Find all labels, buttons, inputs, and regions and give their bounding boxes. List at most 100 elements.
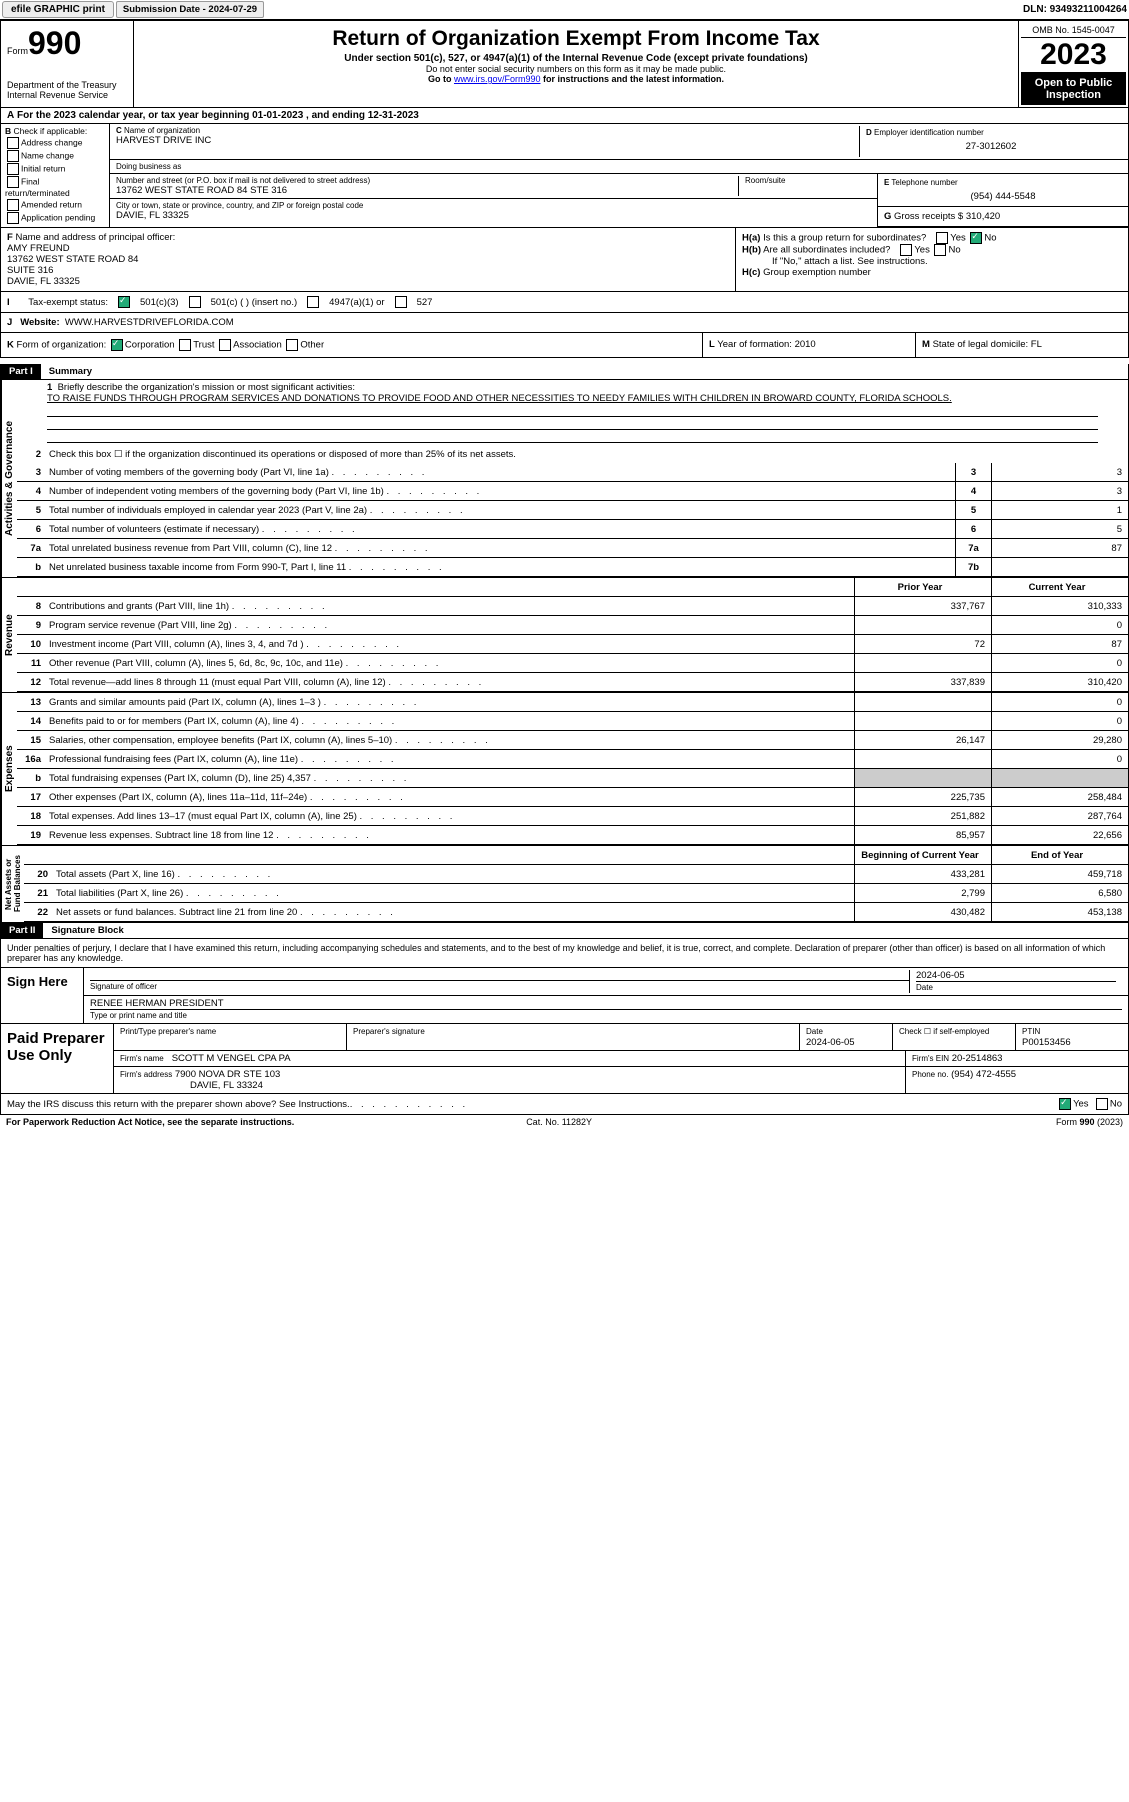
sig-date-label: Date (916, 983, 933, 992)
revenue-tab: Revenue (1, 578, 17, 692)
irs-link[interactable]: www.irs.gov/Form990 (454, 74, 541, 84)
part-i-header: Part I (1, 364, 41, 379)
state-domicile-label: State of legal domicile: (933, 339, 1029, 350)
discuss-no-checkbox[interactable] (1096, 1098, 1108, 1110)
group-return-label: Is this a group return for subordinates? (763, 233, 926, 244)
gross-receipts-value: 310,420 (966, 211, 1000, 222)
officer-name: AMY FREUND (7, 243, 70, 254)
hb-no-checkbox[interactable] (934, 244, 946, 256)
firm-addr-label: Firm's address (120, 1070, 172, 1079)
officer-addr2: SUITE 316 (7, 265, 53, 276)
org-name-label: Name of organization (124, 126, 200, 135)
corporation-label: Corporation (125, 340, 175, 351)
address-change-checkbox[interactable] (7, 137, 19, 149)
ha-no-checkbox[interactable] (970, 232, 982, 244)
tax-year: 2023 (1021, 38, 1126, 73)
application-pending-label: Application pending (21, 212, 95, 222)
open-public-badge: Open to Public Inspection (1021, 73, 1126, 105)
street-value: 13762 WEST STATE ROAD 84 STE 316 (116, 185, 738, 196)
mission-label: Briefly describe the organization's miss… (58, 382, 356, 393)
expenses-tab: Expenses (1, 693, 17, 845)
form-label: Form (7, 46, 28, 56)
firm-name-label: Firm's name (120, 1054, 164, 1063)
efile-print-button[interactable]: efile GRAPHIC print (2, 1, 114, 18)
officer-label: Name and address of principal officer: (15, 232, 175, 243)
501c3-checkbox[interactable] (118, 296, 130, 308)
other-checkbox[interactable] (286, 339, 298, 351)
firm-ein-value: 20-2514863 (952, 1053, 1003, 1064)
telephone-label: Telephone number (891, 178, 957, 187)
firm-city-value: DAVIE, FL 33324 (120, 1080, 263, 1091)
4947-label: 4947(a)(1) or (329, 297, 384, 308)
mission-blank-3 (47, 430, 1098, 443)
sign-here-label: Sign Here (1, 968, 84, 1023)
activities-governance-tab: Activities & Governance (1, 380, 17, 577)
501c-checkbox[interactable] (189, 296, 201, 308)
527-checkbox[interactable] (395, 296, 407, 308)
subordinates-label: Are all subordinates included? (763, 245, 890, 256)
ha-yes-checkbox[interactable] (936, 232, 948, 244)
city-label: City or town, state or province, country… (116, 201, 871, 210)
hb-yes-checkbox[interactable] (900, 244, 912, 256)
website-value: WWW.HARVESTDRIVEFLORIDA.COM (65, 317, 234, 328)
form-footer-label: Form (1056, 1117, 1080, 1127)
firm-addr-value: 7900 NOVA DR STE 103 (175, 1069, 280, 1080)
paid-preparer-label: Paid Preparer Use Only (1, 1024, 114, 1093)
section-a-taxyear: A For the 2023 calendar year, or tax yea… (0, 108, 1129, 124)
discuss-label: May the IRS discuss this return with the… (7, 1099, 350, 1110)
amended-return-checkbox[interactable] (7, 199, 19, 211)
association-checkbox[interactable] (219, 339, 231, 351)
officer-addr3: DAVIE, FL 33325 (7, 276, 80, 287)
sig-name-label: Type or print name and title (90, 1011, 187, 1020)
form-footer-num: 990 (1079, 1117, 1094, 1127)
prep-date-label: Date (806, 1027, 823, 1036)
officer-addr1: 13762 WEST STATE ROAD 84 (7, 254, 138, 265)
goto-suffix: for instructions and the latest informat… (541, 74, 725, 84)
submission-date: Submission Date - 2024-07-29 (116, 1, 264, 18)
header-title-block: Return of Organization Exempt From Incom… (134, 21, 1018, 107)
form-footer-year: (2023) (1094, 1117, 1123, 1127)
mission-blank-1 (47, 404, 1098, 417)
line2-text: Check this box ☐ if the organization dis… (45, 448, 1128, 461)
name-change-checkbox[interactable] (7, 150, 19, 162)
prep-date-value: 2024-06-05 (806, 1037, 855, 1048)
address-change-label: Address change (21, 137, 82, 147)
omb-number: OMB No. 1545-0047 (1021, 23, 1126, 38)
trust-checkbox[interactable] (179, 339, 191, 351)
part-ii-title: Signature Block (43, 923, 131, 938)
other-label: Other (300, 340, 324, 351)
header-right-box: OMB No. 1545-0047 2023 Open to Public In… (1018, 21, 1128, 107)
end-year-header: End of Year (991, 846, 1128, 864)
prior-year-header: Prior Year (854, 578, 991, 596)
name-change-label: Name change (21, 150, 74, 160)
initial-return-checkbox[interactable] (7, 163, 19, 175)
firm-name-value: SCOTT M VENGEL CPA PA (172, 1053, 291, 1064)
501c3-label: 501(c)(3) (140, 297, 179, 308)
self-employed-label: Check ☐ if self-employed (899, 1027, 989, 1036)
corporation-checkbox[interactable] (111, 339, 123, 351)
form-subtitle: Under section 501(c), 527, or 4947(a)(1)… (138, 53, 1014, 64)
ptin-value: P00153456 (1022, 1037, 1071, 1048)
form-number: 990 (28, 25, 81, 61)
4947-checkbox[interactable] (307, 296, 319, 308)
website-label: Website: (20, 317, 59, 328)
prep-sig-label: Preparer's signature (353, 1027, 425, 1036)
discuss-dots: . . . . . . . . . . . (350, 1099, 468, 1110)
part-i-title: Summary (41, 364, 100, 379)
city-value: DAVIE, FL 33325 (116, 210, 871, 221)
initial-return-label: Initial return (21, 163, 65, 173)
ein-value: 27-3012602 (866, 137, 1116, 152)
mission-blank-2 (47, 417, 1098, 430)
room-label: Room/suite (745, 176, 865, 185)
current-year-header: Current Year (991, 578, 1128, 596)
sig-date-value: 2024-06-05 (916, 970, 965, 981)
final-return-checkbox[interactable] (7, 176, 19, 188)
pra-notice: For Paperwork Reduction Act Notice, see … (6, 1117, 294, 1127)
dln: DLN: 93493211004264 (1023, 4, 1127, 15)
application-pending-checkbox[interactable] (7, 212, 19, 224)
discuss-yes-checkbox[interactable] (1059, 1098, 1071, 1110)
association-label: Association (233, 340, 282, 351)
dba-label: Doing business as (116, 162, 1122, 171)
firm-phone-label: Phone no. (912, 1070, 948, 1079)
tax-year-text: For the 2023 calendar year, or tax year … (17, 110, 419, 121)
